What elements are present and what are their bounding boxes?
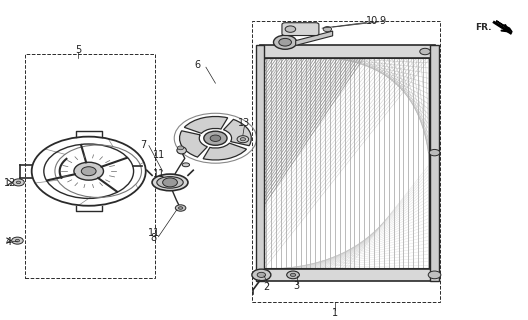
Circle shape	[287, 271, 299, 279]
FancyBboxPatch shape	[282, 23, 319, 36]
Text: 9: 9	[379, 16, 385, 26]
Text: 6: 6	[194, 60, 200, 70]
Bar	[256, 45, 264, 281]
Text: 8: 8	[150, 233, 157, 244]
Circle shape	[74, 162, 103, 180]
Ellipse shape	[157, 177, 183, 188]
Text: 11: 11	[147, 228, 160, 238]
Text: 11: 11	[153, 169, 166, 180]
Circle shape	[285, 26, 296, 32]
Circle shape	[16, 181, 21, 184]
Wedge shape	[184, 116, 228, 133]
Text: 7: 7	[140, 140, 147, 150]
Bar	[264, 58, 430, 269]
Bar	[252, 21, 440, 302]
Circle shape	[175, 205, 186, 211]
Circle shape	[177, 146, 184, 150]
Circle shape	[81, 167, 96, 176]
Ellipse shape	[182, 163, 190, 167]
Circle shape	[274, 35, 297, 49]
Bar	[25, 54, 155, 278]
Circle shape	[237, 136, 249, 143]
Circle shape	[428, 271, 441, 279]
Circle shape	[163, 178, 177, 187]
Circle shape	[279, 38, 291, 46]
Text: 12: 12	[4, 178, 17, 188]
Circle shape	[290, 273, 296, 276]
Wedge shape	[223, 119, 251, 146]
Circle shape	[323, 27, 332, 32]
Circle shape	[204, 131, 227, 145]
Text: 5: 5	[75, 44, 81, 55]
Polygon shape	[296, 31, 333, 45]
Text: 13: 13	[238, 117, 251, 128]
Circle shape	[240, 138, 246, 141]
Text: 10: 10	[366, 16, 379, 26]
Circle shape	[178, 207, 183, 209]
Text: 4: 4	[5, 236, 12, 247]
Wedge shape	[180, 131, 208, 157]
Wedge shape	[203, 143, 247, 160]
Text: 1: 1	[332, 308, 338, 318]
Polygon shape	[496, 21, 512, 32]
Circle shape	[210, 135, 221, 141]
Bar	[260, 269, 435, 281]
Bar	[260, 45, 435, 58]
Text: 2: 2	[263, 282, 270, 292]
Bar	[430, 45, 439, 281]
Circle shape	[15, 239, 20, 242]
Ellipse shape	[177, 147, 186, 154]
Ellipse shape	[152, 174, 188, 191]
Circle shape	[252, 269, 271, 281]
Circle shape	[257, 272, 266, 277]
Bar	[264, 58, 430, 269]
Circle shape	[420, 48, 430, 55]
Circle shape	[12, 237, 23, 244]
Text: 11: 11	[153, 150, 166, 160]
Text: FR.: FR.	[475, 23, 492, 32]
Text: 3: 3	[294, 281, 300, 291]
Circle shape	[13, 179, 24, 186]
Circle shape	[429, 149, 440, 156]
